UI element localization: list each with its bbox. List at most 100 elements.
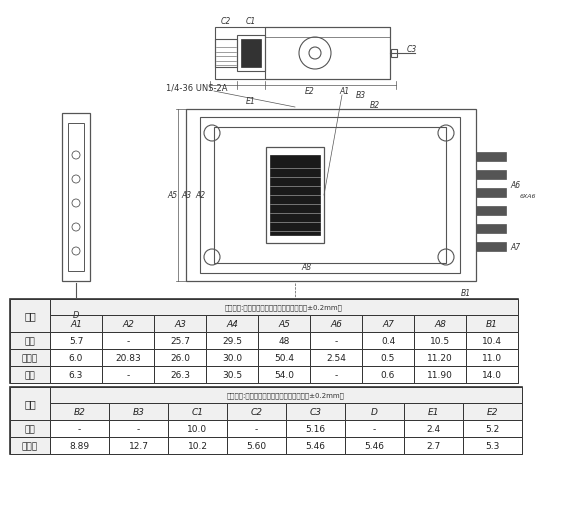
Bar (10, 299, 50, 332)
Text: A8: A8 (434, 319, 446, 328)
Bar (10, 387, 50, 420)
Text: 0.4: 0.4 (381, 336, 395, 345)
Text: B1: B1 (461, 289, 471, 298)
Text: -: - (137, 424, 140, 433)
Text: A2: A2 (122, 319, 134, 328)
Bar (62, 114, 90, 281)
Bar (168, 420, 227, 437)
Text: A3: A3 (182, 191, 192, 200)
Bar (109, 420, 168, 437)
Bar (345, 420, 404, 437)
Bar (258, 332, 310, 349)
Bar (10, 437, 50, 454)
Bar (258, 316, 310, 332)
Bar (476, 242, 506, 251)
Bar (68, 124, 84, 271)
Bar (10, 387, 522, 454)
Text: 5.46: 5.46 (306, 441, 325, 450)
Bar (200, 118, 460, 273)
Bar (362, 332, 414, 349)
Bar (476, 207, 506, 216)
Bar (476, 224, 506, 234)
Text: B1: B1 (486, 319, 498, 328)
Text: -: - (373, 424, 376, 433)
Text: -: - (334, 370, 338, 379)
Bar (154, 332, 206, 349)
Bar (476, 189, 506, 197)
Bar (102, 332, 154, 349)
Text: -: - (127, 336, 129, 345)
Bar (50, 403, 109, 420)
Bar (258, 366, 310, 383)
Bar (168, 437, 227, 454)
Text: C2: C2 (221, 17, 231, 26)
Text: A6: A6 (510, 181, 520, 190)
Bar (476, 171, 506, 180)
Text: 5.46: 5.46 (364, 441, 385, 450)
Bar (154, 349, 206, 366)
Text: -: - (78, 424, 81, 433)
Text: 11.0: 11.0 (482, 353, 502, 362)
Text: 20.83: 20.83 (115, 353, 141, 362)
Text: E1: E1 (246, 97, 256, 106)
Text: 0.6: 0.6 (381, 370, 395, 379)
Text: 2.4: 2.4 (427, 424, 441, 433)
Bar (102, 316, 154, 332)
Bar (463, 403, 522, 420)
Text: 11.20: 11.20 (427, 353, 453, 362)
Text: B2: B2 (370, 101, 380, 110)
Bar (206, 316, 258, 332)
Bar (466, 316, 518, 332)
Bar (414, 366, 466, 383)
Bar (50, 437, 109, 454)
Bar (10, 299, 518, 383)
Text: 26.3: 26.3 (170, 370, 190, 379)
Text: 最小: 最小 (25, 424, 36, 433)
Bar (109, 437, 168, 454)
Text: 最大: 最大 (25, 370, 36, 379)
Text: C1: C1 (192, 407, 203, 416)
Text: 29.5: 29.5 (222, 336, 242, 345)
Text: D: D (371, 407, 378, 416)
Bar (10, 420, 50, 437)
Bar (10, 332, 50, 349)
Text: 尺寸: 尺寸 (24, 311, 36, 321)
Bar (414, 349, 466, 366)
Text: C3: C3 (310, 407, 321, 416)
Bar (50, 366, 102, 383)
Text: E2: E2 (487, 407, 498, 416)
Bar (168, 403, 227, 420)
Text: C1: C1 (246, 17, 256, 26)
Bar (10, 366, 50, 383)
Bar (476, 153, 506, 162)
Text: 符号（注:图中未标最大最小值的尺寸精度为±0.2mm）: 符号（注:图中未标最大最小值的尺寸精度为±0.2mm） (225, 304, 343, 310)
Text: 6.0: 6.0 (69, 353, 83, 362)
Text: 10.5: 10.5 (430, 336, 450, 345)
Text: 50.4: 50.4 (274, 353, 294, 362)
Bar (404, 420, 463, 437)
Bar (72, 299, 80, 307)
Text: A5: A5 (168, 191, 178, 200)
Text: 8.89: 8.89 (69, 441, 90, 450)
Bar (237, 36, 265, 72)
Text: 5.60: 5.60 (246, 441, 267, 450)
Text: 25.7: 25.7 (170, 336, 190, 345)
Bar (186, 110, 476, 281)
Bar (50, 299, 518, 316)
Text: 11.90: 11.90 (427, 370, 453, 379)
Bar (404, 437, 463, 454)
Bar (286, 437, 345, 454)
Bar (50, 316, 102, 332)
Text: -: - (127, 370, 129, 379)
Text: -: - (334, 336, 338, 345)
Text: A4: A4 (226, 319, 238, 328)
Bar (227, 420, 286, 437)
Text: 5.2: 5.2 (485, 424, 499, 433)
Bar (404, 403, 463, 420)
Text: A8: A8 (301, 263, 311, 272)
Text: 10.0: 10.0 (188, 424, 207, 433)
Text: A2: A2 (196, 191, 206, 200)
Text: 5.7: 5.7 (69, 336, 83, 345)
Text: A7: A7 (510, 242, 520, 251)
Bar (206, 332, 258, 349)
